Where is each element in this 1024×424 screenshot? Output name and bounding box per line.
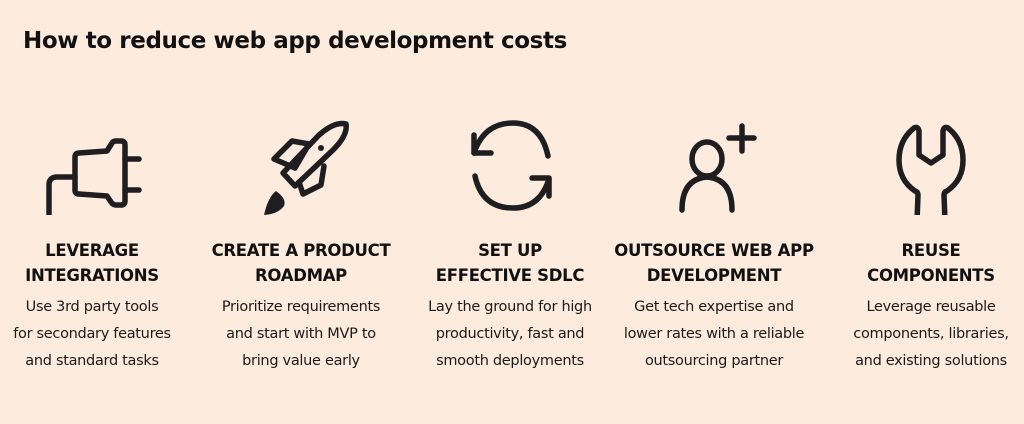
page-title: How to reduce web app development costs	[23, 28, 567, 54]
tip-card-outsource-development: OUTSOURCE WEB APP DEVELOPMENT Get tech e…	[614, 0, 814, 424]
tip-card-leverage-integrations: LEVERAGE INTEGRATIONS Use 3rd party tool…	[0, 0, 192, 424]
tip-heading: LEVERAGE INTEGRATIONS	[25, 241, 159, 285]
rocket-icon	[251, 115, 351, 215]
refresh-cycle-icon	[460, 115, 560, 215]
add-user-icon	[664, 115, 764, 215]
tip-heading: SET UP EFFECTIVE SDLC	[435, 241, 585, 285]
plug-icon	[42, 115, 142, 215]
tip-description: Get tech expertise and lower rates with …	[623, 299, 805, 369]
tip-card-reuse-components: REUSE COMPONENTS Leverage reusable compo…	[831, 0, 1024, 424]
tip-heading: CREATE A PRODUCT ROADMAP	[211, 241, 391, 285]
tip-card-effective-sdlc: SET UP EFFECTIVE SDLC Lay the ground for…	[410, 0, 610, 424]
tip-description: Prioritize requirements and start with M…	[221, 299, 381, 369]
tip-heading: REUSE COMPONENTS	[867, 241, 995, 285]
tip-card-product-roadmap: CREATE A PRODUCT ROADMAP Prioritize requ…	[201, 0, 401, 424]
tip-description: Use 3rd party tools for secondary featur…	[13, 299, 171, 369]
tip-description: Leverage reusable components, libraries,…	[853, 299, 1009, 369]
tip-description: Lay the ground for high productivity, fa…	[428, 299, 592, 369]
tip-heading: OUTSOURCE WEB APP DEVELOPMENT	[614, 241, 814, 285]
wrench-icon	[881, 115, 981, 215]
